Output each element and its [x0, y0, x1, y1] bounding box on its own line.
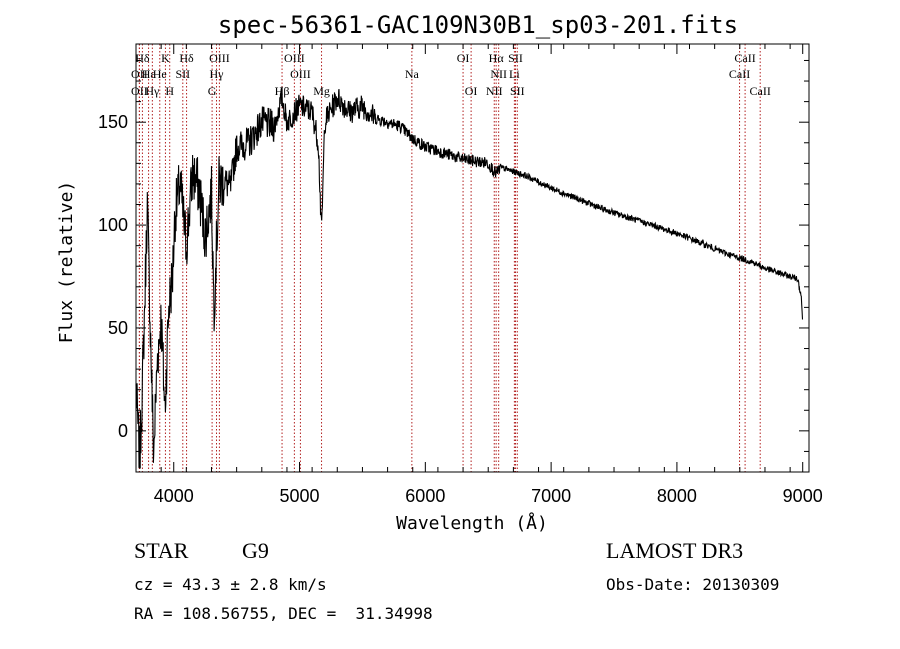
line-label-6: He: [153, 67, 167, 81]
line-label-3: Hε: [142, 67, 156, 81]
line-label-20: Hα: [489, 51, 505, 65]
line-label-12: G: [208, 84, 217, 98]
line-label-26: CaII: [734, 51, 755, 65]
line-label-10: OIII: [209, 51, 230, 65]
line-label-4: Hγ: [145, 84, 160, 98]
x-tick-label-5: 9000: [783, 486, 823, 506]
x-axis-label: Wavelength (Å): [396, 512, 548, 534]
y-tick-label-1: 50: [108, 318, 128, 338]
survey-name: LAMOST DR3: [606, 538, 744, 563]
line-label-18: OI: [457, 51, 470, 65]
emission-line-markers: [138, 44, 761, 472]
x-tick-label-1: 5000: [280, 486, 320, 506]
line-label-1: OII: [131, 67, 148, 81]
line-label-7: H: [165, 84, 174, 98]
line-label-19: OI: [465, 84, 478, 98]
line-label-8: SII: [175, 67, 190, 81]
x-tick-label-2: 6000: [405, 486, 445, 506]
line-label-11: Hγ: [210, 67, 225, 81]
x-tick-label-4: 8000: [657, 486, 697, 506]
line-label-2: OII: [131, 84, 148, 98]
line-label-17: Na: [405, 67, 420, 81]
spectrum-line: [135, 86, 804, 469]
line-label-23: SII: [508, 51, 523, 65]
line-label-28: CaII: [750, 84, 771, 98]
redshift-value: cz = 43.3 ± 2.8 km/s: [134, 575, 327, 594]
line-label-9: Hδ: [179, 51, 194, 65]
x-tick-label-0: 4000: [154, 486, 194, 506]
y-tick-label-2: 100: [98, 215, 128, 235]
object-subclass: G9: [242, 538, 269, 563]
line-label-0: Hδ: [135, 51, 150, 65]
line-label-21: NII: [490, 67, 507, 81]
line-label-5: K: [161, 51, 170, 65]
line-label-25: SII: [510, 84, 525, 98]
line-label-27: CaII: [729, 67, 750, 81]
y-tick-label-3: 150: [98, 112, 128, 132]
y-axis-label: Flux (relative): [56, 181, 77, 344]
y-tick-label-0: 0: [118, 421, 128, 441]
chart-title: spec-56361-GAC109N30B1_sp03-201.fits: [218, 11, 738, 39]
observation-date: Obs-Date: 20130309: [606, 575, 780, 594]
axis-ticks: 4000 5000 6000 7000 8000 9000 0 50 100 150: [98, 44, 823, 506]
line-label-16: Mg: [313, 84, 330, 98]
line-label-14: OIII: [290, 67, 311, 81]
coordinates: RA = 108.56755, DEC = 31.34998: [134, 604, 433, 623]
object-class: STAR: [134, 538, 189, 563]
line-label-24: Li: [509, 67, 520, 81]
line-label-13: OIII: [284, 51, 305, 65]
x-tick-label-3: 7000: [531, 486, 571, 506]
plot-frame: [135, 43, 810, 473]
line-label-22: NII: [486, 84, 503, 98]
